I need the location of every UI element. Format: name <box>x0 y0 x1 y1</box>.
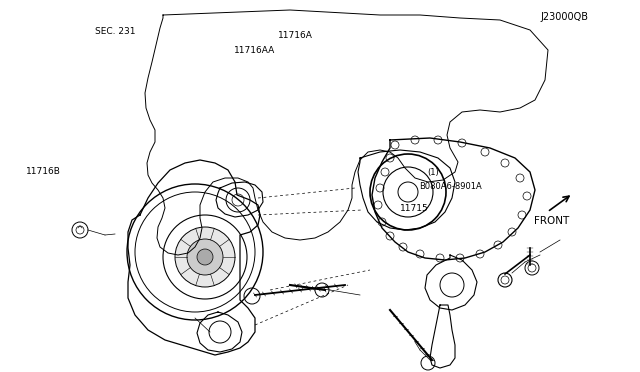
Circle shape <box>197 249 213 265</box>
Circle shape <box>127 184 263 320</box>
Circle shape <box>187 239 223 275</box>
Circle shape <box>525 261 539 275</box>
Text: 11716AA: 11716AA <box>234 46 275 55</box>
Circle shape <box>72 222 88 238</box>
Text: (1): (1) <box>428 169 439 177</box>
Text: 11716B: 11716B <box>26 167 60 176</box>
Circle shape <box>175 227 235 287</box>
Text: FRONT: FRONT <box>534 217 570 226</box>
Text: SEC. 231: SEC. 231 <box>95 27 136 36</box>
Text: J23000QB: J23000QB <box>541 12 589 22</box>
Text: 11716A: 11716A <box>278 31 313 40</box>
Text: B080A6-8901A: B080A6-8901A <box>419 182 482 190</box>
Text: 11715: 11715 <box>400 204 429 213</box>
